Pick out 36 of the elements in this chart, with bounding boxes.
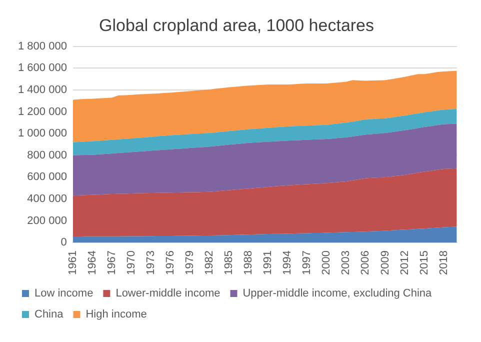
y-tick-label: 600 000 — [27, 171, 67, 184]
y-tick-label: 400 000 — [27, 192, 67, 205]
x-tick-label: 1994 — [282, 250, 294, 276]
y-tick-label: 1 800 000 — [18, 40, 67, 52]
x-tick-label: 1970 — [126, 250, 138, 276]
x-tick-label: 2009 — [379, 250, 392, 276]
x-tick-label: 1961 — [66, 250, 79, 276]
x-tick-label: 2006 — [360, 250, 372, 276]
y-tick-label: 800 000 — [27, 149, 67, 162]
x-tick-label: 1967 — [106, 250, 118, 276]
x-tick-label: 1976 — [164, 250, 177, 276]
x-tick-label: 1982 — [204, 250, 216, 276]
legend-label: High income — [86, 308, 147, 321]
x-tick-label: 2003 — [340, 250, 352, 276]
legend-label: China — [34, 308, 64, 321]
x-tick-label: 1997 — [301, 250, 314, 276]
y-tick-label: 1 200 000 — [18, 106, 67, 118]
x-tick-label: 1964 — [86, 250, 98, 276]
y-tick-label: 0 — [60, 236, 67, 249]
x-tick-label: 2000 — [320, 250, 333, 276]
x-tick-label: 1985 — [223, 250, 236, 276]
y-tick-label: 1 600 000 — [18, 62, 67, 74]
chart-title: Global cropland area, 1000 hectares — [98, 16, 374, 35]
x-tick-label: 1979 — [184, 250, 196, 276]
y-tick-label: 200 000 — [27, 214, 67, 227]
y-tick-label: 1 400 000 — [18, 84, 67, 96]
x-tick-label: 2015 — [418, 250, 430, 276]
y-tick-label: 1 000 000 — [18, 128, 67, 140]
x-tick-label: 2018 — [438, 250, 450, 276]
legend-label: Lower-middle income — [116, 288, 220, 300]
x-tick-label: 1973 — [145, 250, 158, 276]
legend-label: Low income — [34, 288, 94, 300]
x-tick-label: 2012 — [398, 250, 411, 276]
x-tick-label: 1988 — [242, 250, 255, 276]
legend-label: Upper-middle income, excluding China — [242, 288, 433, 300]
x-tick-label: 1991 — [262, 250, 274, 276]
